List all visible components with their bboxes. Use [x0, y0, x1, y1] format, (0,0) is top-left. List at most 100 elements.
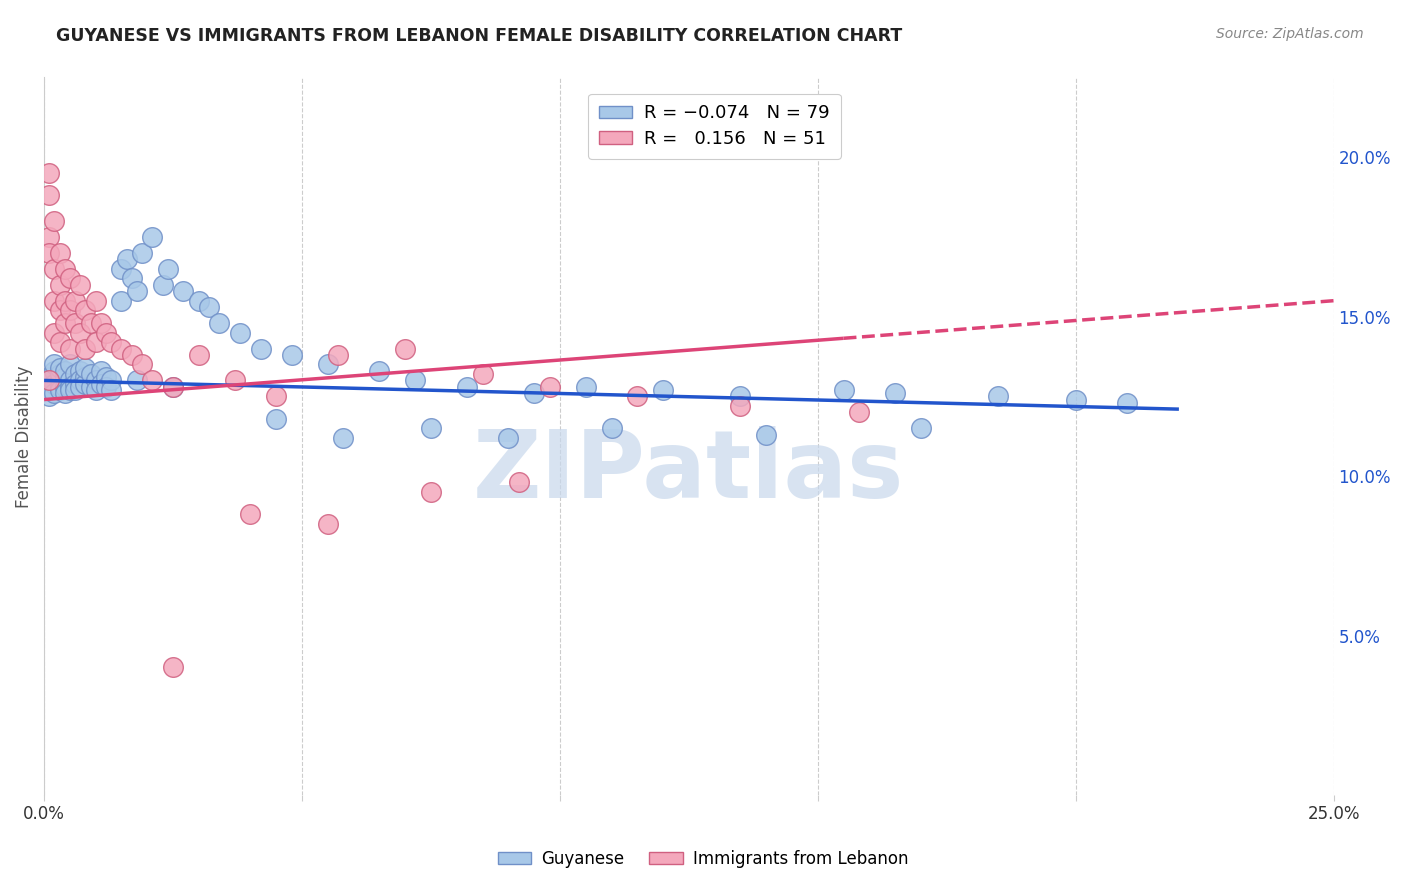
Point	[38, 230, 60, 244]
Point	[987, 389, 1010, 403]
Point	[69, 373, 91, 387]
Point	[652, 383, 675, 397]
Point	[910, 421, 932, 435]
Point	[38, 373, 60, 387]
Point	[44, 358, 66, 372]
Y-axis label: Female Disability: Female Disability	[15, 365, 32, 508]
Point	[79, 316, 101, 330]
Point	[48, 335, 70, 350]
Point	[730, 399, 752, 413]
Point	[53, 364, 76, 378]
Point	[90, 364, 112, 378]
Point	[755, 427, 778, 442]
Point	[1116, 396, 1139, 410]
Point	[59, 358, 82, 372]
Point	[626, 389, 648, 403]
Point	[172, 284, 194, 298]
Legend: R = −0.074   N = 79, R =   0.156   N = 51: R = −0.074 N = 79, R = 0.156 N = 51	[589, 94, 841, 159]
Point	[63, 316, 86, 330]
Point	[44, 376, 66, 391]
Point	[100, 373, 122, 387]
Point	[100, 383, 122, 397]
Point	[94, 370, 117, 384]
Point	[508, 475, 530, 490]
Point	[884, 386, 907, 401]
Point	[44, 326, 66, 340]
Point	[75, 303, 97, 318]
Point	[110, 261, 132, 276]
Point	[187, 293, 209, 308]
Text: GUYANESE VS IMMIGRANTS FROM LEBANON FEMALE DISABILITY CORRELATION CHART: GUYANESE VS IMMIGRANTS FROM LEBANON FEMA…	[56, 27, 903, 45]
Text: Source: ZipAtlas.com: Source: ZipAtlas.com	[1216, 27, 1364, 41]
Point	[63, 376, 86, 391]
Point	[730, 389, 752, 403]
Point	[59, 373, 82, 387]
Point	[538, 380, 561, 394]
Point	[115, 252, 138, 267]
Point	[59, 271, 82, 285]
Point	[38, 383, 60, 397]
Point	[405, 373, 427, 387]
Point	[44, 386, 66, 401]
Point	[53, 293, 76, 308]
Point	[394, 342, 416, 356]
Point	[53, 316, 76, 330]
Point	[94, 380, 117, 394]
Point	[420, 485, 443, 500]
Point	[264, 411, 287, 425]
Point	[239, 508, 262, 522]
Text: ZIPatlas: ZIPatlas	[474, 426, 904, 518]
Point	[84, 383, 107, 397]
Point	[326, 348, 349, 362]
Point	[121, 271, 143, 285]
Point	[53, 370, 76, 384]
Point	[75, 376, 97, 391]
Point	[162, 380, 184, 394]
Point	[100, 335, 122, 350]
Point	[368, 364, 391, 378]
Point	[63, 367, 86, 381]
Point	[131, 245, 153, 260]
Point	[316, 358, 339, 372]
Point	[110, 342, 132, 356]
Point	[848, 405, 870, 419]
Point	[48, 367, 70, 381]
Point	[79, 367, 101, 381]
Point	[832, 383, 855, 397]
Point	[125, 373, 148, 387]
Point	[48, 380, 70, 394]
Point	[141, 230, 163, 244]
Point	[63, 293, 86, 308]
Point	[44, 364, 66, 378]
Point	[48, 360, 70, 375]
Point	[69, 380, 91, 394]
Point	[141, 373, 163, 387]
Point	[59, 303, 82, 318]
Point	[316, 516, 339, 531]
Point	[84, 373, 107, 387]
Point	[131, 358, 153, 372]
Point	[59, 342, 82, 356]
Point	[471, 367, 494, 381]
Point	[79, 380, 101, 394]
Point	[229, 326, 252, 340]
Point	[456, 380, 478, 394]
Point	[69, 326, 91, 340]
Point	[53, 261, 76, 276]
Point	[38, 370, 60, 384]
Point	[523, 386, 546, 401]
Point	[90, 316, 112, 330]
Point	[94, 326, 117, 340]
Point	[575, 380, 598, 394]
Point	[84, 293, 107, 308]
Point	[224, 373, 246, 387]
Point	[187, 348, 209, 362]
Point	[600, 421, 623, 435]
Point	[125, 284, 148, 298]
Point	[48, 277, 70, 292]
Point	[110, 293, 132, 308]
Point	[48, 303, 70, 318]
Point	[332, 431, 354, 445]
Point	[69, 277, 91, 292]
Point	[1064, 392, 1087, 407]
